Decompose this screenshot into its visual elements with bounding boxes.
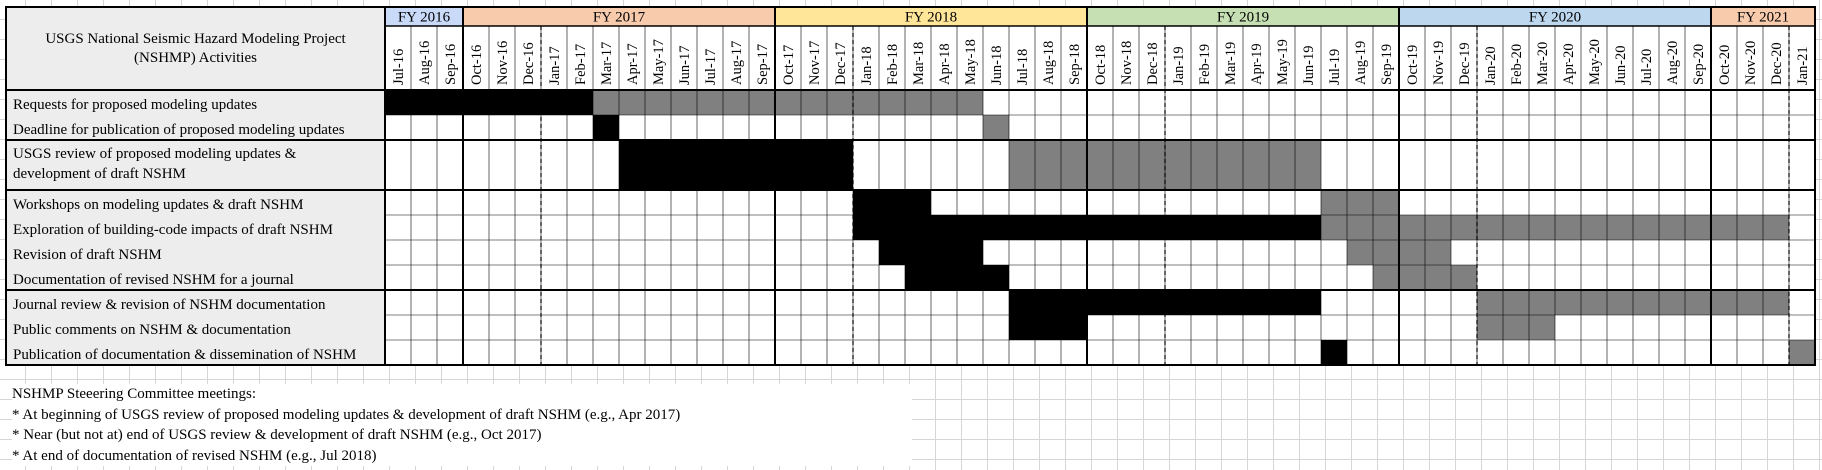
month-tick-label: Jul-17 [703,49,719,85]
activity-label: USGS review of proposed modeling updates… [13,146,297,162]
month-tick-label: Jul-16 [391,49,407,85]
month-tick-label: Nov-19 [1431,41,1447,85]
activity-label: Exploration of building-code impacts of … [13,222,333,238]
month-tick-label: Nov-18 [1119,41,1135,85]
activity-label: Public comments on NSHM & documentation [13,322,291,338]
month-tick-label: Sep-20 [1691,44,1707,85]
chart-title: (NSHMP) Activities [134,50,257,66]
fiscal-year-band [775,7,1087,26]
notes-heading: NSHMP Steeering Committee meetings: [12,386,257,402]
month-tick-label: Aug-17 [729,41,745,85]
month-tick-label: Nov-20 [1743,41,1759,85]
fiscal-year-label: FY 2017 [593,10,646,26]
month-tick-label: May-18 [963,39,979,85]
fiscal-year-band [1399,7,1711,26]
activity-label: Publication of documentation & dissemina… [13,347,356,363]
activity-label: Deadline for publication of proposed mod… [13,122,345,138]
fiscal-year-label: FY 2021 [1737,10,1789,26]
actual-bar [593,115,619,140]
month-tick-label: Aug-20 [1665,41,1681,85]
month-tick-label: Aug-19 [1353,41,1369,85]
month-tick-label: Jun-17 [677,46,693,85]
month-tick-label: Feb-18 [885,44,901,85]
month-tick-label: Sep-16 [443,44,459,85]
month-tick-label: Jul-18 [1015,49,1031,85]
actual-bar [1009,315,1087,340]
month-tick-label: Apr-20 [1561,43,1577,85]
chart-title: USGS National Seismic Hazard Modeling Pr… [45,31,346,47]
month-tick-label: Dec-17 [833,42,849,85]
fiscal-year-label: FY 2019 [1217,10,1269,26]
month-tick-label: Oct-18 [1093,45,1109,85]
month-tick-label: Nov-16 [495,41,511,85]
note-item: * At beginning of USGS review of propose… [12,406,681,423]
note-item: * At end of documentation of revised NSH… [12,447,377,464]
gantt-chart: FY 2016 FY 2017 FY 2018 FY 2019 FY 2020 FY 20… [5,6,1816,366]
month-tick-label: Jul-19 [1327,49,1343,85]
month-tick-label: Dec-19 [1457,42,1473,85]
activity-label: Revision of draft NSHM [13,247,162,263]
activity-label: Requests for proposed modeling updates [13,97,257,113]
month-tick-label: Jun-20 [1613,46,1629,85]
fiscal-year-label: FY 2016 [398,10,451,26]
month-tick-label: Apr-19 [1249,43,1265,85]
activity-label: Workshops on modeling updates & draft NS… [13,197,303,213]
chart-frame [5,6,1816,366]
month-tick-label: Apr-18 [937,43,953,85]
month-tick-label: Mar-17 [599,42,615,85]
fiscal-year-label: FY 2018 [905,10,957,26]
actual-bar [1321,340,1347,365]
planned-bar [1789,340,1815,365]
month-tick-label: Dec-20 [1769,42,1785,85]
month-tick-label: Aug-18 [1041,41,1057,85]
month-tick-label: Mar-20 [1535,42,1551,85]
month-tick-label: Oct-16 [469,45,485,85]
month-tick-label: Jun-19 [1301,46,1317,85]
month-tick-label: Dec-16 [521,42,537,85]
month-tick-label: May-20 [1587,39,1603,85]
label-column-background [6,7,385,365]
fiscal-year-band [385,7,463,26]
month-tick-label: Mar-19 [1223,42,1239,85]
month-tick-label: Oct-20 [1717,45,1733,85]
month-tick-label: May-17 [651,39,667,85]
month-tick-label: Apr-17 [625,43,641,85]
month-tick-label: Nov-17 [807,41,823,85]
activity-label: Journal review & revision of NSHM docume… [13,297,326,313]
month-tick-label: Jul-20 [1639,49,1655,85]
month-tick-label: May-19 [1275,39,1291,85]
month-tick-label: Feb-20 [1509,44,1525,85]
month-tick-label: Aug-16 [417,41,433,85]
fiscal-year-band [463,7,775,26]
month-tick-label: Jun-18 [989,46,1005,85]
actual-bar [619,140,853,190]
month-tick-label: Jan-19 [1171,46,1187,85]
activity-label: Documentation of revised NSHM for a jour… [13,272,294,288]
planned-bar [593,90,983,115]
month-tick-label: Sep-18 [1067,44,1083,85]
planned-bar [983,115,1009,140]
month-tick-label: Jan-17 [547,46,563,85]
planned-bar [1477,315,1555,340]
month-tick-label: Jan-21 [1795,46,1811,85]
fiscal-year-label: FY 2020 [1529,10,1581,26]
note-item: * Near (but not at) end of USGS review &… [12,427,542,443]
month-tick-label: Oct-17 [781,45,797,85]
month-tick-label: Jan-18 [859,46,875,85]
fiscal-year-band [1087,7,1399,26]
month-tick-label: Mar-18 [911,42,927,85]
month-tick-label: Oct-19 [1405,45,1421,85]
month-tick-label: Sep-19 [1379,44,1395,85]
month-tick-label: Sep-17 [755,44,771,85]
month-tick-label: Feb-19 [1197,44,1213,85]
actual-bar [853,190,931,215]
planned-bar [1321,190,1399,215]
activity-label: development of draft NSHM [13,166,186,182]
steering-committee-notes: NSHMP Steeering Committee meetings: * At… [12,384,912,466]
fiscal-year-band [1711,7,1815,26]
month-tick-label: Jan-20 [1483,46,1499,85]
month-tick-label: Feb-17 [573,44,589,85]
month-tick-label: Dec-18 [1145,42,1161,85]
